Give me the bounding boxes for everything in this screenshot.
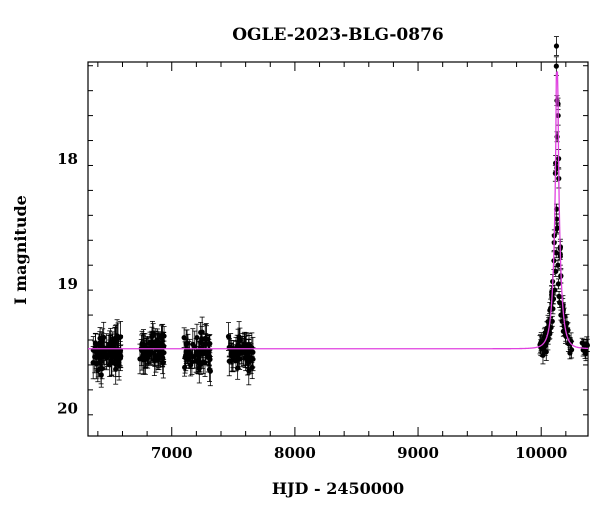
data-point xyxy=(194,334,200,341)
data-point xyxy=(190,341,196,347)
data-point xyxy=(556,293,562,299)
x-tick-label: 10000 xyxy=(515,444,567,462)
data-point xyxy=(579,340,585,346)
data-point xyxy=(107,343,113,349)
data-point xyxy=(239,348,245,355)
data-point xyxy=(160,360,166,366)
data-point xyxy=(558,312,564,318)
data-point xyxy=(554,225,561,231)
data-point xyxy=(207,341,213,347)
data-point xyxy=(185,347,191,353)
data-point xyxy=(554,98,560,104)
data-point xyxy=(552,287,558,293)
data-point xyxy=(553,250,559,256)
data-point xyxy=(117,351,123,358)
data-point xyxy=(206,366,213,373)
x-tick-label: 7000 xyxy=(151,444,193,462)
data-point xyxy=(142,344,148,351)
plot-frame xyxy=(87,61,589,437)
x-tick-label: 8000 xyxy=(274,444,316,462)
data-point xyxy=(116,359,122,366)
data-point xyxy=(245,351,251,357)
data-point xyxy=(540,352,546,358)
data-point xyxy=(159,332,165,339)
data-point xyxy=(225,333,232,340)
data-point xyxy=(583,350,589,357)
chart-title: OGLE-2023-BLG-0876 xyxy=(232,25,444,45)
data-point xyxy=(553,268,559,275)
data-point xyxy=(203,341,209,347)
data-point xyxy=(248,356,254,362)
data-point xyxy=(154,337,160,343)
data-point xyxy=(241,341,248,347)
data-point xyxy=(99,352,105,358)
y-tick-label: 20 xyxy=(57,400,78,418)
data-point xyxy=(149,333,155,340)
model-curve xyxy=(88,71,589,350)
data-point xyxy=(246,368,252,374)
data-point xyxy=(584,341,590,347)
y-tick-label: 19 xyxy=(57,275,78,293)
data-point xyxy=(249,345,255,351)
plot-area: 7000 8000 9000 10000 18 19 20 xyxy=(57,36,590,462)
data-point xyxy=(158,351,165,357)
data-point xyxy=(92,354,98,360)
x-axis-label: HJD - 2450000 xyxy=(272,479,404,498)
data-point xyxy=(236,334,242,340)
data-point xyxy=(557,300,563,306)
data-point xyxy=(181,335,187,341)
data-point xyxy=(182,364,188,371)
data-point xyxy=(553,63,559,69)
y-axis-label: I magnitude xyxy=(11,195,30,305)
y-tick-label: 18 xyxy=(57,150,78,168)
data-point xyxy=(234,354,241,360)
x-tick-label: 9000 xyxy=(397,444,439,462)
data-point xyxy=(143,350,149,356)
data-point xyxy=(553,43,560,49)
data-point xyxy=(196,365,202,371)
data-point xyxy=(183,341,189,347)
data-point xyxy=(194,358,200,364)
data-point xyxy=(151,357,157,363)
data-point xyxy=(554,216,560,222)
data-point xyxy=(188,362,194,368)
data-point xyxy=(555,281,562,287)
